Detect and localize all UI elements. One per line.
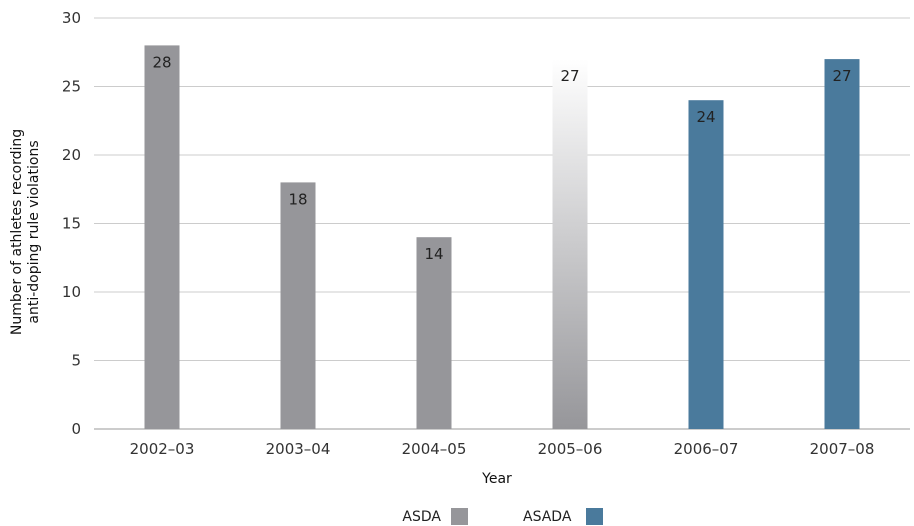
data-label: 27 [832, 67, 851, 85]
y-axis-ticks: 0 5 10 15 20 25 30 [62, 9, 81, 438]
data-label: 27 [560, 67, 579, 85]
bar [688, 100, 724, 429]
y-tick-label: 5 [71, 352, 81, 370]
bar [824, 59, 860, 429]
data-labels: 28 18 14 27 24 27 [152, 53, 851, 263]
legend: ASDA ASADA [402, 508, 603, 525]
y-axis-title-line-1: Number of athletes recording [9, 129, 25, 335]
y-tick-label: 20 [62, 146, 81, 164]
y-tick-label: 25 [62, 78, 81, 96]
bar [552, 59, 588, 429]
data-label: 28 [152, 53, 171, 71]
x-tick-label: 2005–06 [538, 440, 603, 458]
y-tick-label: 10 [62, 283, 81, 301]
bar [280, 182, 316, 429]
x-tick-label: 2002–03 [130, 440, 195, 458]
bars [144, 45, 860, 430]
legend-label-asada: ASADA [523, 509, 572, 525]
data-label: 14 [424, 245, 443, 263]
x-tick-label: 2003–04 [266, 440, 331, 458]
data-label: 24 [696, 108, 715, 126]
y-tick-label: 15 [62, 215, 81, 233]
x-axis-ticks: 2002–03 2003–04 2004–05 2005–06 2006–07 2007–… [130, 440, 875, 458]
legend-label-asda: ASDA [402, 509, 441, 525]
y-axis-title-line-2: anti-doping rule violations [26, 140, 42, 323]
x-tick-label: 2007–08 [810, 440, 875, 458]
y-tick-label: 30 [62, 9, 81, 27]
x-axis-title: Year [481, 471, 512, 487]
data-label: 18 [288, 190, 307, 208]
gridlines [94, 17, 910, 430]
legend-swatch-asda [451, 508, 468, 525]
legend-swatch-asada [586, 508, 603, 525]
bar [144, 45, 180, 430]
bar [416, 237, 452, 429]
y-tick-label: 0 [71, 420, 81, 438]
x-tick-label: 2004–05 [402, 440, 467, 458]
x-tick-label: 2006–07 [674, 440, 739, 458]
y-axis-title: Number of athletes recording anti-doping… [9, 129, 42, 335]
